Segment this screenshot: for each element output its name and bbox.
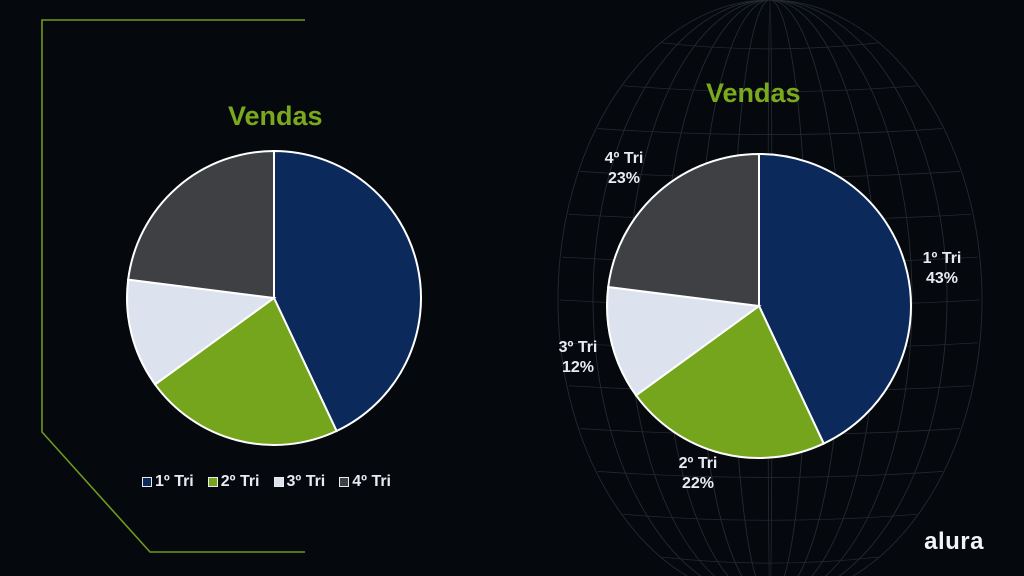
data-label-value: 43% <box>926 270 958 287</box>
chart2-title: Vendas <box>706 78 801 108</box>
legend-item-q2: 2º Tri <box>207 473 260 491</box>
pie-slice-q2 <box>153 296 338 446</box>
data-label-value: 23% <box>608 170 640 187</box>
data-label-category: 1º Tri <box>923 250 962 267</box>
legend-swatch-q2 <box>207 477 218 487</box>
pie-slice-q2 <box>634 304 826 459</box>
pie-slice-q3 <box>126 278 277 386</box>
frame-line <box>41 19 305 553</box>
data-label-q2: 2º Tri 22% <box>679 455 718 492</box>
legend-item-q4: 4º Tri <box>339 473 391 491</box>
alura-logo: alura <box>924 528 984 555</box>
data-label-q1: 1º Tri 43% <box>923 250 962 287</box>
data-label-category: 3º Tri <box>559 339 598 356</box>
data-label-q4: 4º Tri 23% <box>605 150 644 187</box>
pie-slice-q1 <box>758 152 912 445</box>
pie-slice-q4 <box>127 149 275 300</box>
legend-swatch-q1 <box>142 477 152 487</box>
chart1-title: Vendas <box>228 101 323 131</box>
pie-slice-q1 <box>273 149 422 433</box>
chart1-legend: 1º Tri 2º Tri 3º Tri 4º Tri <box>142 473 391 491</box>
legend-label-q1: 1º Tri <box>155 473 194 490</box>
data-label-category: 4º Tri <box>605 150 644 167</box>
data-label-q3: 3º Tri 12% <box>559 339 598 376</box>
legend-label-q2: 2º Tri <box>220 473 260 490</box>
legend-swatch-q4 <box>339 477 350 487</box>
data-label-value: 12% <box>562 359 594 376</box>
data-label-value: 22% <box>682 475 714 492</box>
legend-label-q4: 4º Tri <box>352 473 391 490</box>
data-label-category: 2º Tri <box>679 455 718 472</box>
legend-item-q1: 1º Tri <box>142 473 194 491</box>
legend-label-q3: 3º Tri <box>286 473 326 490</box>
legend-swatch-q3 <box>273 477 284 487</box>
legend-item-q3: 3º Tri <box>273 473 326 491</box>
pie-slice-q3 <box>606 285 762 397</box>
pie-slice-q4 <box>607 152 760 308</box>
